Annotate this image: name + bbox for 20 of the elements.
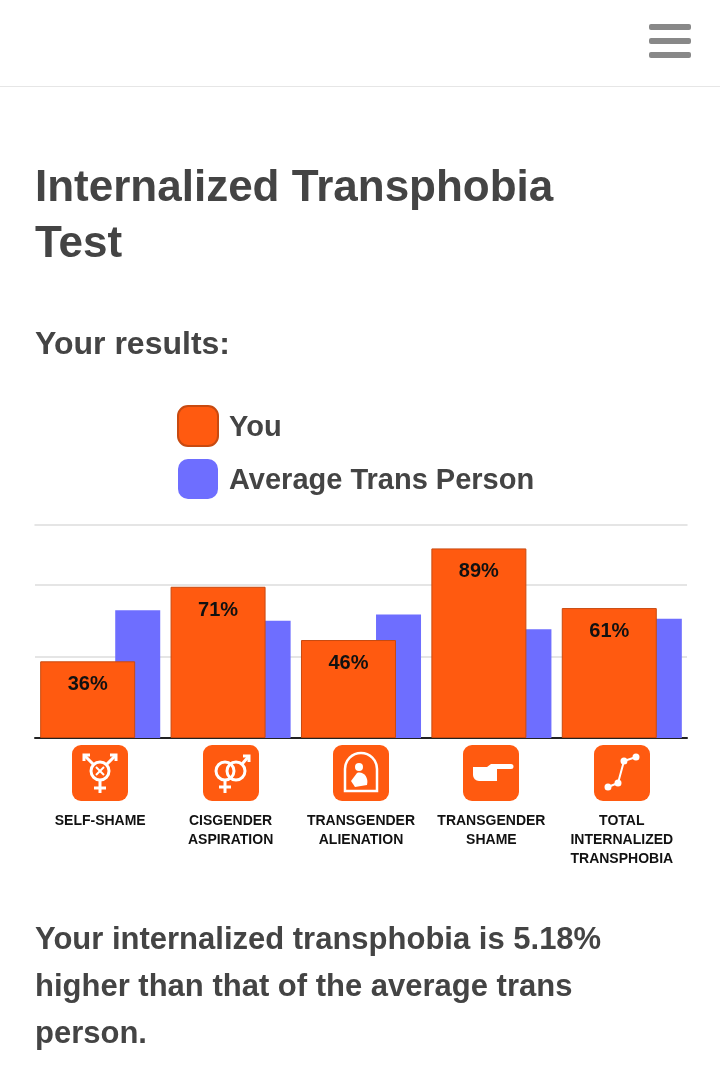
bar bbox=[561, 608, 657, 738]
bar bbox=[431, 548, 527, 738]
chart-title: Internalized Transphobia Test bbox=[35, 160, 555, 268]
chart-subtitle: Your results: bbox=[35, 325, 230, 362]
data-label: 61% bbox=[589, 619, 630, 642]
data-label: 46% bbox=[328, 651, 369, 674]
legend-label: Average Trans Person bbox=[229, 463, 535, 495]
data-label: 36% bbox=[67, 672, 108, 695]
x-tick-label: CISGENDER ASPIRATION bbox=[187, 811, 274, 847]
x-tick-label: SELF-SHAME bbox=[54, 811, 146, 828]
bar bbox=[40, 661, 136, 738]
x-tick-label: TOTAL INTERNALIZED TRANSPHOBIA bbox=[570, 811, 674, 866]
legend-label: You bbox=[229, 410, 282, 442]
x-tick-label: TRANSGENDER SHAME bbox=[437, 811, 546, 847]
bar bbox=[300, 640, 396, 738]
text: Your internalized transphobia is 5.18% higher than that of the average trans person. bbox=[35, 920, 603, 1052]
data-label: 89% bbox=[458, 559, 500, 582]
x-tick-label: TRANSGENDER ALIENATION bbox=[306, 811, 416, 847]
bar bbox=[170, 586, 266, 738]
data-label: 71% bbox=[198, 597, 239, 620]
